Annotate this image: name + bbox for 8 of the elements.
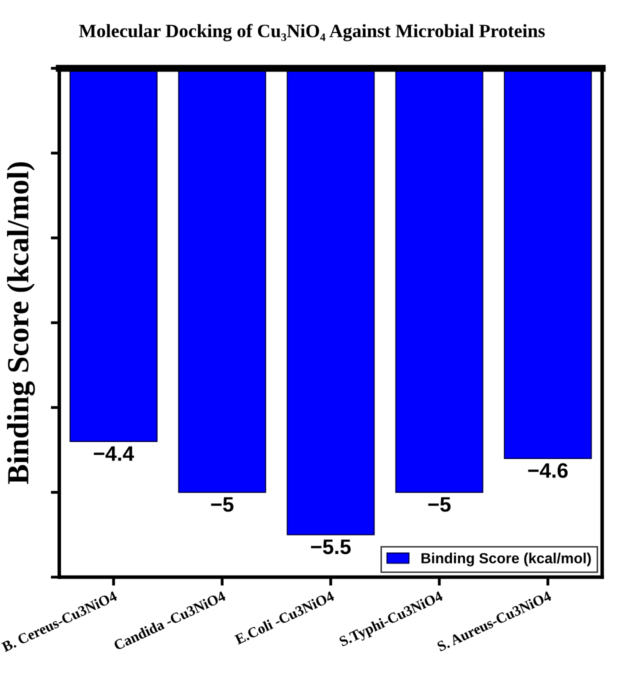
data-label: −4.4 <box>94 446 134 461</box>
legend-label: Binding Score (kcal/mol) <box>422 552 591 566</box>
y-axis-title: Binding Score (kcal/mol) <box>7 162 35 484</box>
chart-title: Molecular Docking of Cu₃NiO₄ Against Microbial Proteins <box>79 24 545 42</box>
data-label: −5.5 <box>311 540 351 554</box>
data-label: −5 <box>428 497 451 512</box>
data-label: −4.6 <box>528 463 568 478</box>
data-label: −5 <box>211 497 234 512</box>
